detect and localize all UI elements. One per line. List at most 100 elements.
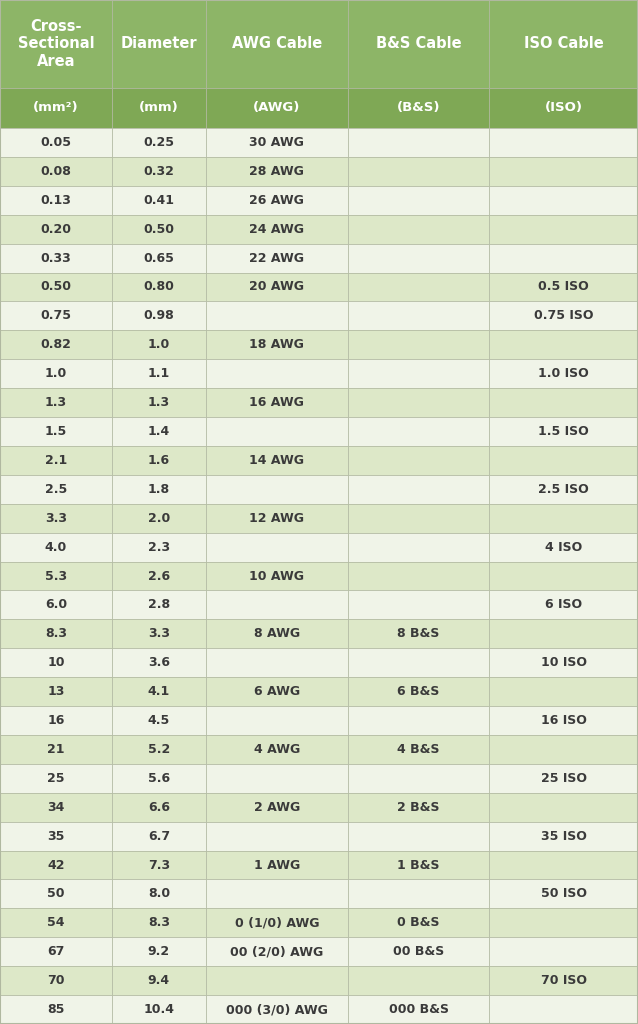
- Bar: [489, 359, 638, 388]
- Text: 1.0: 1.0: [45, 368, 67, 380]
- Bar: [489, 764, 638, 793]
- Bar: [0, 821, 112, 851]
- Bar: [489, 0, 638, 88]
- Text: 9.2: 9.2: [148, 945, 170, 958]
- Bar: [206, 359, 348, 388]
- Bar: [112, 301, 206, 331]
- Bar: [348, 215, 489, 244]
- Bar: [348, 937, 489, 967]
- Bar: [206, 620, 348, 648]
- Bar: [112, 561, 206, 591]
- Bar: [348, 677, 489, 707]
- Bar: [348, 620, 489, 648]
- Text: 7.3: 7.3: [148, 858, 170, 871]
- Bar: [0, 793, 112, 821]
- Bar: [489, 532, 638, 561]
- Text: 0.98: 0.98: [144, 309, 174, 323]
- Text: 1 B&S: 1 B&S: [397, 858, 440, 871]
- Bar: [489, 128, 638, 157]
- Text: 70 ISO: 70 ISO: [540, 974, 587, 987]
- Bar: [112, 128, 206, 157]
- Text: 8.3: 8.3: [148, 916, 170, 930]
- Bar: [112, 532, 206, 561]
- Text: 20 AWG: 20 AWG: [249, 281, 304, 294]
- Text: 2.0: 2.0: [148, 512, 170, 524]
- Text: (ISO): (ISO): [545, 101, 582, 115]
- Text: 10 AWG: 10 AWG: [249, 569, 304, 583]
- Bar: [0, 937, 112, 967]
- Text: 8 B&S: 8 B&S: [397, 628, 440, 640]
- Bar: [206, 215, 348, 244]
- Bar: [489, 707, 638, 735]
- Bar: [112, 331, 206, 359]
- Bar: [0, 359, 112, 388]
- Text: 1.1: 1.1: [148, 368, 170, 380]
- Bar: [0, 504, 112, 532]
- Text: 16 ISO: 16 ISO: [541, 714, 586, 727]
- Text: 1.6: 1.6: [148, 454, 170, 467]
- Bar: [112, 244, 206, 272]
- Text: 4 AWG: 4 AWG: [254, 743, 300, 756]
- Text: 1.8: 1.8: [148, 482, 170, 496]
- Bar: [348, 851, 489, 880]
- Bar: [348, 157, 489, 185]
- Bar: [489, 937, 638, 967]
- Text: 3.3: 3.3: [148, 628, 170, 640]
- Bar: [348, 880, 489, 908]
- Text: 0 B&S: 0 B&S: [397, 916, 440, 930]
- Text: 6 B&S: 6 B&S: [397, 685, 440, 698]
- Bar: [0, 215, 112, 244]
- Bar: [0, 185, 112, 215]
- Text: ISO Cable: ISO Cable: [524, 37, 604, 51]
- Bar: [206, 735, 348, 764]
- Text: 0.65: 0.65: [144, 252, 174, 264]
- Bar: [112, 591, 206, 620]
- Text: 0.50: 0.50: [40, 281, 71, 294]
- Text: 0.82: 0.82: [40, 338, 71, 351]
- Bar: [206, 821, 348, 851]
- Text: 50 ISO: 50 ISO: [540, 888, 587, 900]
- Text: 0.75: 0.75: [40, 309, 71, 323]
- Text: 8.0: 8.0: [148, 888, 170, 900]
- Bar: [0, 88, 112, 128]
- Text: (AWG): (AWG): [253, 101, 300, 115]
- Text: 0.32: 0.32: [144, 165, 174, 178]
- Bar: [489, 735, 638, 764]
- Bar: [489, 272, 638, 301]
- Bar: [0, 445, 112, 475]
- Text: 4 B&S: 4 B&S: [397, 743, 440, 756]
- Text: 2 AWG: 2 AWG: [254, 801, 300, 814]
- Bar: [489, 157, 638, 185]
- Bar: [206, 707, 348, 735]
- Bar: [489, 331, 638, 359]
- Bar: [112, 185, 206, 215]
- Text: 2.5 ISO: 2.5 ISO: [538, 482, 589, 496]
- Bar: [206, 88, 348, 128]
- Bar: [489, 591, 638, 620]
- Bar: [206, 793, 348, 821]
- Bar: [0, 620, 112, 648]
- Bar: [112, 215, 206, 244]
- Text: 2.3: 2.3: [148, 541, 170, 554]
- Text: 0.33: 0.33: [40, 252, 71, 264]
- Text: 1 AWG: 1 AWG: [254, 858, 300, 871]
- Bar: [489, 851, 638, 880]
- Text: 0.50: 0.50: [144, 222, 174, 236]
- Text: 67: 67: [47, 945, 64, 958]
- Bar: [0, 648, 112, 677]
- Bar: [348, 821, 489, 851]
- Text: 10 ISO: 10 ISO: [540, 656, 587, 670]
- Bar: [489, 648, 638, 677]
- Bar: [206, 937, 348, 967]
- Text: 1.3: 1.3: [45, 396, 67, 409]
- Bar: [112, 88, 206, 128]
- Text: 4.1: 4.1: [148, 685, 170, 698]
- Text: 10.4: 10.4: [144, 1004, 174, 1016]
- Text: 2 B&S: 2 B&S: [397, 801, 440, 814]
- Text: 10: 10: [47, 656, 64, 670]
- Text: 0.20: 0.20: [40, 222, 71, 236]
- Text: 9.4: 9.4: [148, 974, 170, 987]
- Bar: [489, 908, 638, 937]
- Bar: [0, 707, 112, 735]
- Bar: [0, 591, 112, 620]
